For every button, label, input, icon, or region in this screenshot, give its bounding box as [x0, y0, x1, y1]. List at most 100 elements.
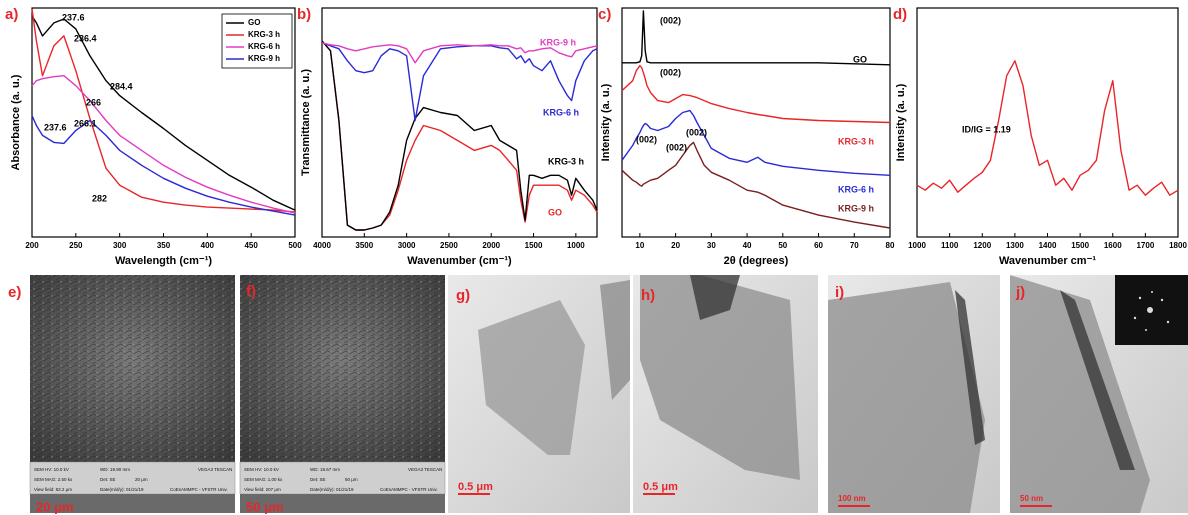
x-tick-label: 1500	[525, 241, 543, 250]
annotation: 236.4	[74, 33, 97, 43]
x-tick-label: 1200	[973, 241, 991, 250]
legend-label: KRG-9 h	[248, 54, 280, 63]
x-tick-label: 1500	[1071, 241, 1089, 250]
x-tick-label: 200	[25, 241, 39, 250]
saed-spot	[1147, 307, 1153, 313]
x-tick-label: 1000	[567, 241, 585, 250]
x-tick-label: 300	[113, 241, 127, 250]
annotation: (002)	[666, 142, 687, 152]
sem-info-text: WD: 19.90 mm	[100, 467, 130, 472]
panel-label: f)	[246, 283, 256, 300]
series-label: KRG-6 h	[543, 107, 579, 117]
x-tick-label: 1400	[1039, 241, 1057, 250]
series-line	[32, 76, 295, 213]
scale-bar-label: 20 μm	[36, 499, 74, 514]
sem-info-text: SEM HV: 10.0 kV	[34, 467, 69, 472]
x-axis-label: Wavenumber cm⁻¹	[999, 255, 1096, 267]
annotation: (002)	[660, 67, 681, 77]
y-axis-label: Absorbance (a. u.)	[10, 74, 22, 170]
x-tick-label: 2000	[482, 241, 500, 250]
sem-texture	[30, 275, 235, 462]
annotation: 266.1	[74, 118, 97, 128]
y-axis-label: Intensity (a. u.)	[895, 83, 907, 161]
panel-label: b)	[297, 6, 311, 23]
x-tick-label: 1700	[1136, 241, 1154, 250]
sem-info-text: SEM MAG: 2.50 kx	[34, 477, 73, 482]
legend-label: KRG-6 h	[248, 42, 280, 51]
panel-label: h)	[641, 287, 655, 304]
annotation: ID/IG = 1.19	[962, 124, 1011, 134]
x-tick-label: 20	[671, 241, 680, 250]
scale-bar-label: 0.5 μm	[643, 481, 678, 493]
annotation: 237.6	[44, 122, 67, 132]
x-tick-label: 250	[69, 241, 83, 250]
sem-info-text: Det: SE	[310, 477, 326, 482]
panel-label: j)	[1015, 284, 1025, 301]
annotation: 282	[92, 193, 107, 203]
series-line	[322, 41, 597, 230]
x-tick-label: 40	[743, 241, 752, 250]
x-tick-label: 450	[244, 241, 258, 250]
x-tick-label: 400	[201, 241, 215, 250]
scale-bar-label: 0.5 μm	[458, 481, 493, 493]
saed-spot	[1139, 297, 1141, 299]
scale-bar-label: 50 nm	[1020, 494, 1043, 503]
series-line	[322, 41, 597, 230]
sem-texture	[240, 275, 445, 462]
series-label: KRG-6 h	[838, 184, 874, 194]
annotation: (002)	[686, 127, 707, 137]
sem-info-text: VEGA3 TESCAN	[408, 467, 442, 472]
saed-spot	[1151, 291, 1153, 293]
x-tick-label: 30	[707, 241, 716, 250]
x-tick-label: 60	[814, 241, 823, 250]
sem-info-text: WD: 19.67 mm	[310, 467, 340, 472]
x-axis-label: Wavelength (cm⁻¹)	[115, 255, 212, 267]
x-tick-label: 1600	[1104, 241, 1122, 250]
annotation: 266	[86, 97, 101, 107]
sem-info-text: 20 μm	[135, 477, 148, 482]
x-tick-label: 80	[886, 241, 895, 250]
sem-info-text: 50 μm	[345, 477, 358, 482]
x-tick-label: 3000	[398, 241, 416, 250]
scale-bar-label: 100 nm	[838, 494, 866, 503]
series-label: GO	[853, 54, 867, 64]
series-label: KRG-3 h	[838, 136, 874, 146]
x-tick-label: 350	[157, 241, 171, 250]
series-label: KRG-9 h	[838, 203, 874, 213]
sem-info-text: Date(m/d/y): 01/21/19	[310, 487, 354, 492]
x-tick-label: 500	[288, 241, 302, 250]
saed-spot	[1145, 329, 1147, 331]
scale-bar-label: 50 μm	[246, 499, 284, 514]
annotation: 237.6	[62, 12, 85, 22]
annotation: (002)	[636, 134, 657, 144]
panel-label: e)	[8, 284, 21, 301]
series-label: KRG-3 h	[548, 156, 584, 166]
series-label: GO	[548, 207, 562, 217]
x-tick-label: 50	[778, 241, 787, 250]
x-tick-label: 4000	[313, 241, 331, 250]
x-axis-label: Wavenumber (cm⁻¹)	[407, 255, 512, 267]
sem-info-text: View field: 83.2 μm	[34, 487, 72, 492]
legend-label: KRG-3 h	[248, 30, 280, 39]
annotation: 284.4	[110, 81, 133, 91]
sem-info-text: SEM MAG: 1.00 kx	[244, 477, 283, 482]
panel-label: c)	[598, 6, 611, 23]
saed-spot	[1167, 321, 1169, 323]
x-tick-label: 1800	[1169, 241, 1187, 250]
figure: a)200250300350400450500Wavelength (cm⁻¹)…	[0, 0, 1188, 515]
y-axis-label: Transmittance (a. u.)	[300, 69, 312, 176]
series-label: KRG-9 h	[540, 37, 576, 47]
panel-label: g)	[456, 287, 470, 304]
legend-label: GO	[248, 18, 260, 27]
x-tick-label: 2500	[440, 241, 458, 250]
x-axis-label: 2θ (degrees)	[724, 255, 789, 267]
x-tick-label: 70	[850, 241, 859, 250]
x-tick-label: 3500	[355, 241, 373, 250]
plot-frame	[917, 8, 1178, 237]
saed-spot	[1134, 317, 1136, 319]
sem-info-text: CoEsAMMPC - VFSTR Univ.	[380, 487, 438, 492]
x-tick-label: 1100	[941, 241, 959, 250]
panel-label: i)	[835, 284, 844, 301]
sem-info-text: SEM HV: 10.0 kV	[244, 467, 279, 472]
saed-spot	[1161, 299, 1163, 301]
